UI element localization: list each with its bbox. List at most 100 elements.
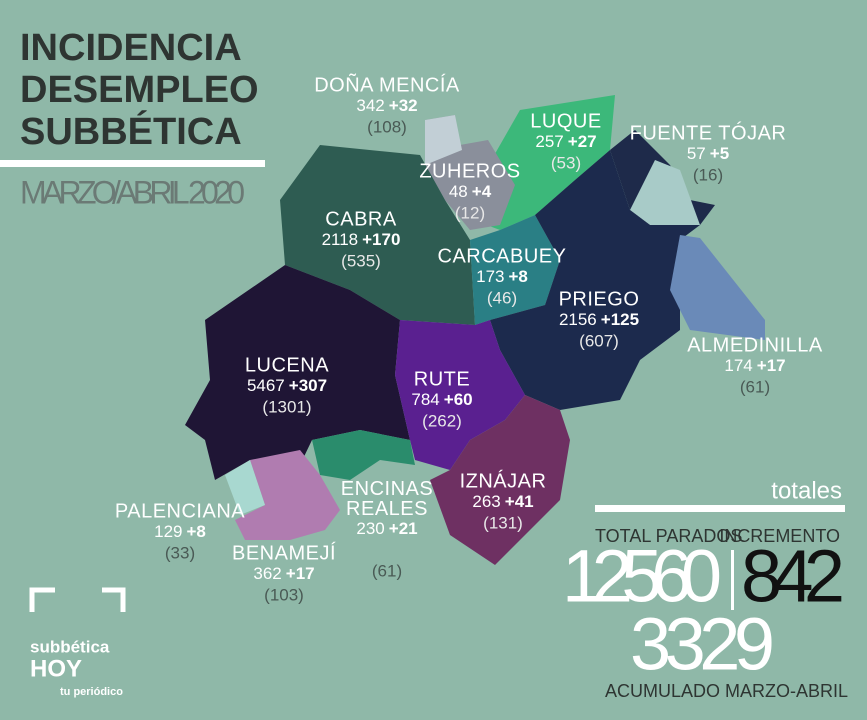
region-name: PALENCIANA [115, 500, 245, 522]
region-name: LUCENA [245, 354, 329, 376]
map [185, 95, 765, 565]
title-line: DESEMPLEO [20, 69, 259, 111]
logo-frame [29, 587, 126, 612]
totals-rule [595, 505, 845, 512]
region-name: BENAMEJÍ [232, 541, 336, 564]
acumulado-label: ACUMULADO MARZO-ABRIL [605, 681, 848, 701]
region-values: 173 +8 [476, 267, 528, 286]
region-name: IZNÁJAR [460, 469, 547, 492]
incremento: +4 [472, 182, 492, 201]
region-name: PRIEGO [559, 288, 640, 310]
region-priego [490, 150, 700, 410]
parados: 5467 [247, 376, 285, 395]
region-name: ALMEDINILLA [687, 334, 823, 356]
totals: totales TOTAL PARADOS INCREMENTO 12560 8… [562, 477, 848, 700]
parados: 129 [154, 522, 182, 541]
acumulado: (12) [455, 203, 485, 222]
acumulado: (1301) [262, 397, 311, 416]
parados: 230 [356, 519, 384, 538]
region-benameji [235, 450, 340, 540]
region-values: 257 +27 [535, 132, 596, 151]
incremento: +8 [186, 522, 205, 541]
parados: 342 [356, 96, 384, 115]
subtitle: MARZO/ABRIL 2020 [20, 174, 245, 210]
incremento: +60 [444, 390, 473, 409]
logo-hoy: HOY [30, 655, 82, 682]
region-values: 174 +17 [724, 356, 785, 375]
parados: 173 [476, 267, 504, 286]
acumulado: (53) [551, 153, 581, 172]
region-values: 342 +32 [356, 96, 417, 115]
region-values: 362 +17 [253, 564, 314, 583]
parados: 57 [687, 144, 706, 163]
total-parados-label: TOTAL PARADOS [595, 526, 742, 546]
region-dona-mencia [425, 115, 462, 165]
region-palenciana [225, 460, 265, 515]
region-values: 784 +60 [411, 390, 472, 409]
region-values: 48 +4 [449, 182, 492, 201]
parados: 174 [724, 356, 752, 375]
acumulado: (103) [264, 585, 304, 604]
region-values: 2118 +170 [322, 230, 401, 249]
region-carcabuey [470, 215, 560, 325]
total-parados: 12560 [562, 535, 722, 618]
acumulado: (16) [693, 165, 723, 184]
incremento: +170 [362, 230, 400, 249]
incremento: +27 [568, 132, 597, 151]
region-name: RUTE [414, 368, 470, 390]
acumulado: (131) [483, 513, 523, 532]
incremento-label: INCREMENTO [719, 526, 840, 546]
region-name: CARCABUEY [438, 245, 567, 267]
acumulado: (535) [341, 251, 381, 270]
region-lucena [185, 265, 410, 480]
incremento: +17 [286, 564, 315, 583]
incremento: +32 [389, 96, 418, 115]
parados: 784 [411, 390, 439, 409]
acumulado: (33) [165, 543, 195, 562]
parados: 362 [253, 564, 281, 583]
parados: 257 [535, 132, 563, 151]
parados: 2156 [559, 310, 597, 329]
incremento: +21 [389, 519, 418, 538]
acumulado: (61) [740, 377, 770, 396]
acumulado: (108) [367, 117, 407, 136]
region-values: 57 +5 [687, 144, 729, 163]
region-name: CABRA [325, 208, 397, 230]
logo-tagline: tu periódico [60, 686, 123, 698]
acumulado: (262) [422, 411, 462, 430]
parados: 2118 [322, 230, 359, 249]
region-values: 2156 +125 [559, 310, 639, 329]
incremento: +5 [710, 144, 729, 163]
region-name: DOÑA MENCÍA [314, 72, 460, 96]
region-values: 5467 +307 [247, 376, 327, 395]
region-values: 263 +41 [472, 492, 533, 511]
region-iznajar [430, 395, 570, 565]
divider [731, 550, 734, 610]
incremento: +125 [601, 310, 639, 329]
region-name: LUQUE [530, 110, 601, 132]
parados: 48 [449, 182, 468, 201]
region-values: 129 +8 [154, 522, 206, 541]
region-values: 230 +21 [356, 519, 417, 538]
incremento: +41 [505, 492, 534, 511]
acumulado: (61) [372, 561, 402, 580]
title: INCIDENCIA DESEMPLEO SUBBÉTICA [20, 27, 259, 153]
region-name: ENCINAS REALES [341, 478, 433, 520]
acumulado: (607) [579, 331, 619, 350]
title-rule [0, 160, 265, 167]
acumulado: (46) [487, 288, 517, 307]
